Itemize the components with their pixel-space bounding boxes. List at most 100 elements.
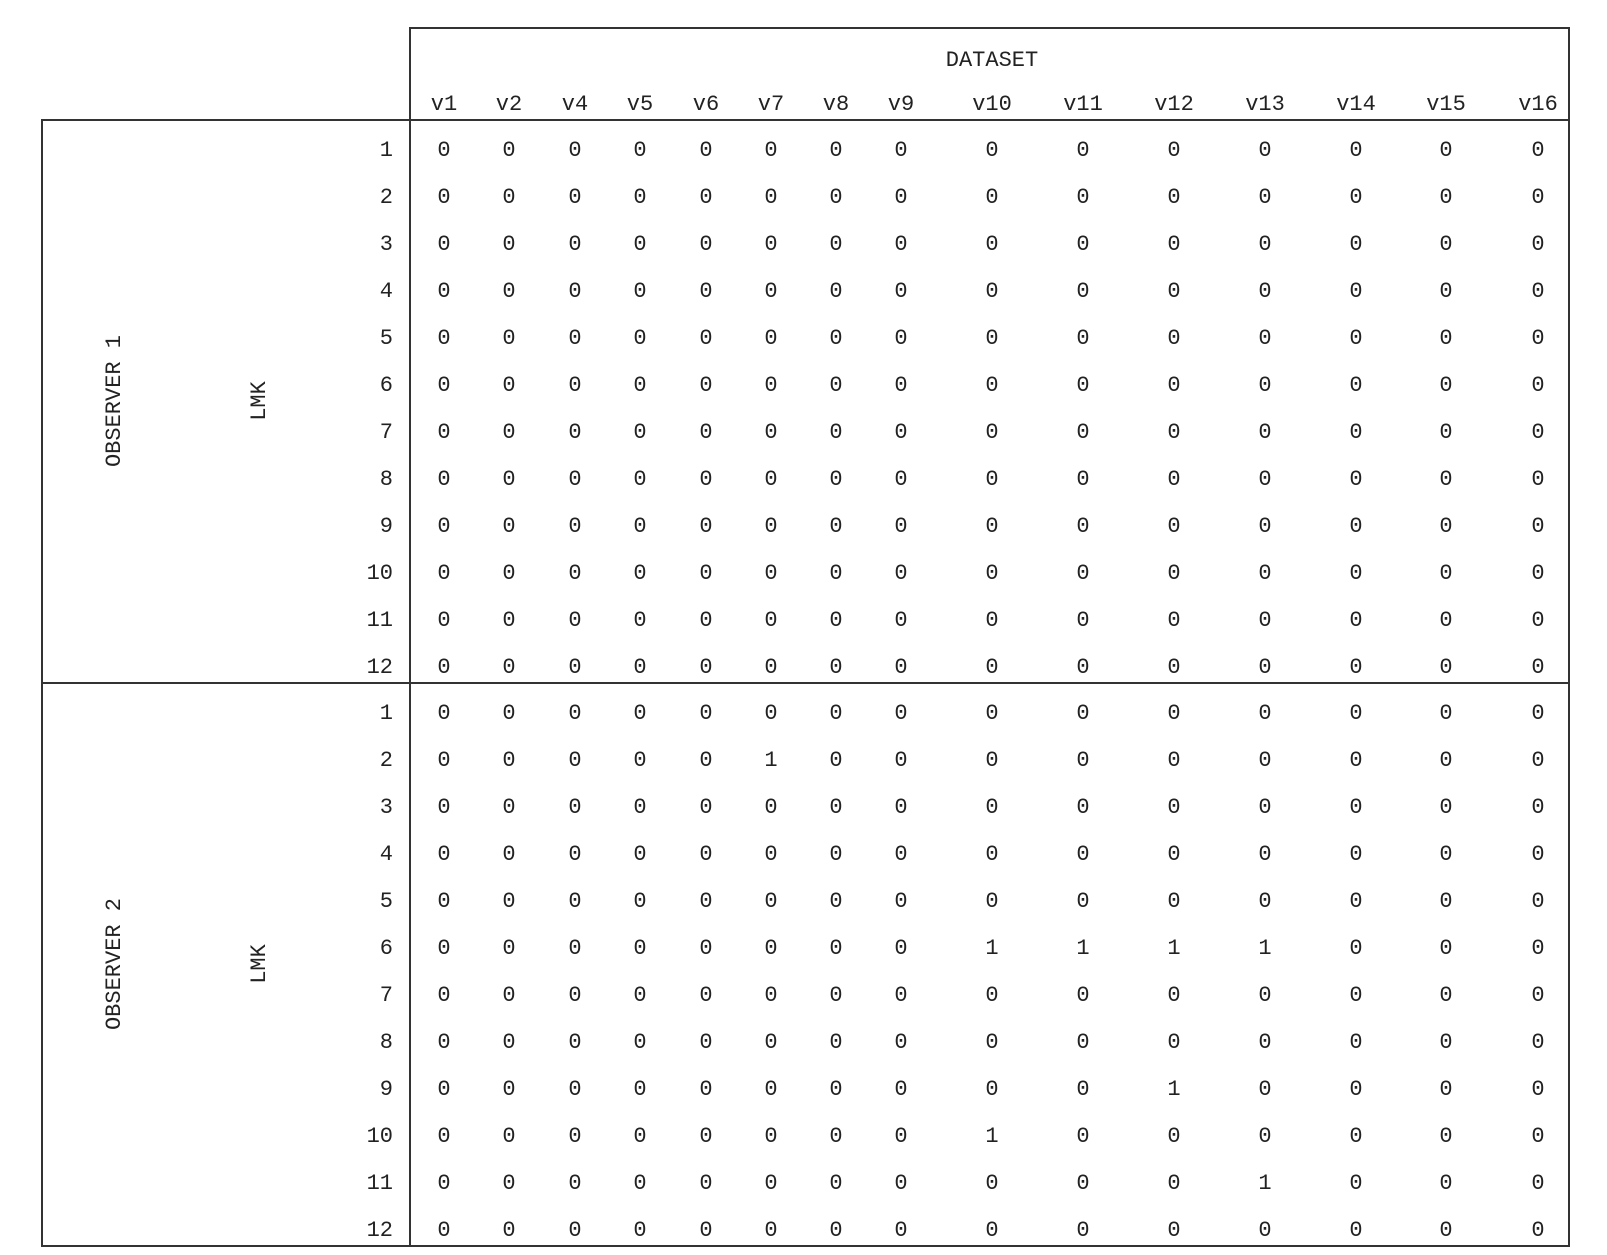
table-cell: 0 <box>764 467 777 492</box>
table-cell: 0 <box>829 1030 842 1055</box>
table-cell: 0 <box>699 936 712 961</box>
table-cell: 0 <box>1258 420 1271 445</box>
table-cell: 0 <box>1531 1218 1544 1243</box>
table-cell: 0 <box>437 420 450 445</box>
table-cell: 0 <box>437 1030 450 1055</box>
table-cell: 0 <box>502 983 515 1008</box>
table-cell: 0 <box>1531 748 1544 773</box>
table-cell: 0 <box>1167 185 1180 210</box>
table-cell: 0 <box>1076 1030 1089 1055</box>
table-cell: 0 <box>502 1077 515 1102</box>
table-cell: 0 <box>568 138 581 163</box>
row-label: 11 <box>367 608 393 633</box>
row-label: 12 <box>367 655 393 680</box>
table-cell: 0 <box>699 795 712 820</box>
row-label: 8 <box>380 1030 393 1055</box>
table-cell: 0 <box>764 701 777 726</box>
table-cell: 0 <box>764 232 777 257</box>
table-cell: 0 <box>985 701 998 726</box>
table-cell: 0 <box>1349 889 1362 914</box>
column-header: v1 <box>431 92 457 117</box>
table-cell: 0 <box>568 326 581 351</box>
group-sublabel-observer-2: LMK <box>247 943 272 983</box>
table-cell: 0 <box>1076 1171 1089 1196</box>
table-cell: 0 <box>1349 326 1362 351</box>
table-cell: 0 <box>1258 514 1271 539</box>
table-cell: 0 <box>633 889 646 914</box>
table-cell: 0 <box>985 655 998 680</box>
table-cell: 0 <box>1258 373 1271 398</box>
table-cell: 0 <box>502 1171 515 1196</box>
header-title: DATASET <box>946 48 1038 73</box>
table-cell: 0 <box>633 608 646 633</box>
table-cell: 0 <box>699 1218 712 1243</box>
table-cell: 0 <box>1258 1218 1271 1243</box>
table-cell: 0 <box>829 1124 842 1149</box>
table-cell: 0 <box>502 1218 515 1243</box>
table-cell: 1 <box>1167 1077 1180 1102</box>
table-cell: 0 <box>568 420 581 445</box>
table-cell: 0 <box>1258 138 1271 163</box>
table-cell: 0 <box>568 1077 581 1102</box>
table-cell: 0 <box>1531 701 1544 726</box>
table-cell: 0 <box>1439 467 1452 492</box>
table-cell: 0 <box>1076 138 1089 163</box>
table-cell: 0 <box>1531 373 1544 398</box>
table-cell: 0 <box>502 608 515 633</box>
table-cell: 0 <box>764 1077 777 1102</box>
table-cell: 0 <box>437 138 450 163</box>
table-cell: 0 <box>764 983 777 1008</box>
table-cell: 0 <box>1349 936 1362 961</box>
table-cell: 0 <box>764 514 777 539</box>
table-cell: 0 <box>1531 1124 1544 1149</box>
table-cell: 0 <box>829 326 842 351</box>
table-cell: 0 <box>1167 279 1180 304</box>
table-cell: 0 <box>985 889 998 914</box>
table-cell: 0 <box>985 1030 998 1055</box>
table-cell: 0 <box>1076 748 1089 773</box>
table-cell: 0 <box>829 608 842 633</box>
table-cell: 0 <box>1531 185 1544 210</box>
table-cell: 0 <box>699 420 712 445</box>
table-cell: 0 <box>1167 467 1180 492</box>
table-cell: 0 <box>894 185 907 210</box>
row-label: 5 <box>380 326 393 351</box>
table-cell: 0 <box>1076 561 1089 586</box>
table-cell: 0 <box>1439 326 1452 351</box>
table-cell: 0 <box>437 232 450 257</box>
table-cell: 0 <box>829 138 842 163</box>
table-cell: 0 <box>568 889 581 914</box>
table-cell: 0 <box>1258 983 1271 1008</box>
row-label: 5 <box>380 889 393 914</box>
table-cell: 0 <box>568 1030 581 1055</box>
table-cell: 0 <box>985 420 998 445</box>
table-cell: 0 <box>1076 232 1089 257</box>
table-cell: 0 <box>1531 232 1544 257</box>
table-cell: 0 <box>1349 983 1362 1008</box>
table-cell: 0 <box>894 936 907 961</box>
table-cell: 0 <box>633 185 646 210</box>
table-cell: 0 <box>894 1077 907 1102</box>
table-cell: 0 <box>1349 373 1362 398</box>
table-cell: 0 <box>985 185 998 210</box>
table-cell: 0 <box>437 748 450 773</box>
column-header: v14 <box>1336 92 1376 117</box>
table-cell: 0 <box>1076 1124 1089 1149</box>
table-cell: 0 <box>829 232 842 257</box>
row-label: 2 <box>380 185 393 210</box>
table-cell: 0 <box>1076 467 1089 492</box>
table-cell: 0 <box>1439 936 1452 961</box>
table-cell: 0 <box>568 514 581 539</box>
table-cell: 0 <box>1167 1124 1180 1149</box>
table-cell: 0 <box>568 279 581 304</box>
table-cell: 0 <box>568 842 581 867</box>
table-cell: 1 <box>985 1124 998 1149</box>
table-cell: 0 <box>437 655 450 680</box>
table-cell: 0 <box>985 842 998 867</box>
column-header: v7 <box>758 92 784 117</box>
table-cell: 0 <box>1439 1077 1452 1102</box>
table-cell: 0 <box>764 138 777 163</box>
column-headers: v1 v2 v4 v5 v6 v7 v8 v9 v10 v11 v12 v13 v14 v15 v16 <box>431 92 1558 117</box>
table-cell: 0 <box>894 138 907 163</box>
table-cell: 0 <box>1167 701 1180 726</box>
